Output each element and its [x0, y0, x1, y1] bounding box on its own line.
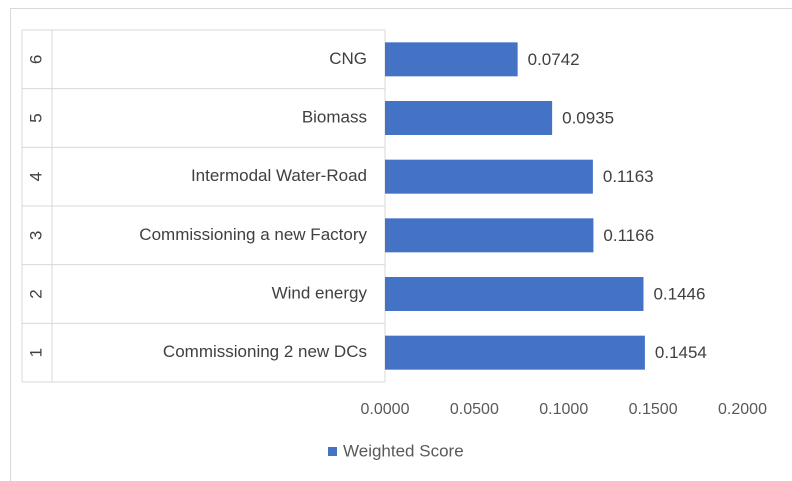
x-tick-label: 0.0500 [450, 401, 499, 418]
rank-label: 1 [26, 348, 45, 357]
category-label: Commissioning 2 new DCs [163, 342, 367, 361]
rank-label: 4 [26, 172, 45, 181]
x-tick-label: 0.2000 [718, 401, 767, 418]
category-label: CNG [329, 49, 367, 68]
category-label: Commissioning a new Factory [139, 225, 367, 244]
bar [385, 159, 593, 194]
x-tick-label: 0.0000 [361, 401, 410, 418]
category-label: Intermodal Water-Road [191, 166, 367, 185]
x-tick-label: 0.1500 [629, 401, 678, 418]
category-label: Wind energy [272, 283, 368, 302]
legend-label: Weighted Score [343, 441, 464, 460]
bar [385, 101, 553, 135]
data-label: 0.1446 [653, 284, 705, 303]
data-label: 0.1163 [603, 167, 654, 186]
rank-label: 2 [26, 289, 45, 298]
chart-frame [10, 8, 792, 481]
rank-label: 3 [26, 231, 45, 240]
bar [385, 277, 644, 311]
data-label: 0.1166 [603, 226, 654, 245]
rank-label: 6 [26, 55, 45, 64]
data-label: 0.0742 [528, 50, 580, 69]
bar [385, 218, 594, 253]
rank-label: 5 [26, 113, 45, 122]
bar [385, 335, 645, 370]
data-label: 0.0935 [562, 108, 614, 127]
bar [385, 42, 518, 77]
category-label: Biomass [302, 107, 367, 126]
x-tick-label: 0.1000 [539, 401, 588, 418]
data-label: 0.1454 [655, 343, 707, 362]
legend-swatch [328, 447, 337, 456]
